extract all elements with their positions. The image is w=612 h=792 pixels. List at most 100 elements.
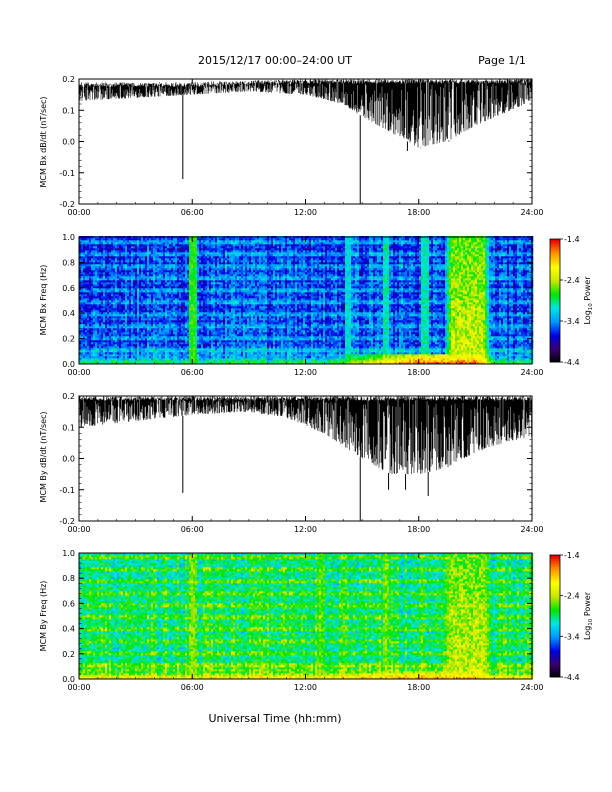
- panel-bx-spectrogram-cell: [283, 358, 285, 360]
- panel-bx-spectrogram-cell: [337, 346, 339, 348]
- panel-bx-spectrogram-cell: [257, 358, 259, 360]
- panel-bx-spectrogram-cell: [247, 360, 249, 362]
- panel-bx-spectrogram-cell: [465, 340, 467, 342]
- panel-bx-spectrogram-cell: [483, 338, 485, 340]
- panel-bx-spectrogram-cell: [161, 352, 163, 354]
- panel-bx-spectrogram-cell: [165, 342, 167, 344]
- panel-bx-spectrogram-cell: [269, 352, 271, 354]
- panel-bx-spectrogram-cell: [165, 338, 167, 340]
- panel-bx-spectrogram-cell: [507, 344, 509, 346]
- panel-bx-spectrogram-cell: [425, 358, 427, 360]
- panel-bx-spectrogram-cell: [153, 334, 155, 336]
- panel-bx-spectrogram-cell: [499, 350, 501, 352]
- panel-bx-spectrogram-cell: [383, 332, 385, 334]
- panel-bx-spectrogram-cell: [83, 346, 85, 348]
- panel-bx-spectrogram-cell: [327, 332, 329, 334]
- panel-bx-spectrogram-cell: [117, 336, 119, 338]
- panel-bx-spectrogram-cell: [427, 332, 429, 334]
- panel-bx-spectrogram-cell: [315, 354, 317, 356]
- panel-bx-spectrogram-cell: [269, 338, 271, 340]
- panel-bx-spectrogram-cell: [293, 332, 295, 334]
- panel-bx-spectrogram-cell: [373, 358, 375, 360]
- panel-bx-spectrogram-cell: [85, 358, 87, 360]
- panel-bx-spectrogram-cell: [219, 342, 221, 344]
- panel-bx-spectrogram-cell: [211, 340, 213, 342]
- panel-bx-spectrogram-cell: [125, 346, 127, 348]
- panel-bx-spectrogram-cell: [267, 340, 269, 342]
- panel-bx-spectrogram-cell: [519, 358, 521, 360]
- panel-bx-spectrogram-cell: [217, 344, 219, 346]
- panel-bx-spectrogram-cell: [113, 340, 115, 342]
- panel-bx-spectrogram-cell: [379, 332, 381, 334]
- panel-bx-spectrogram-cell: [117, 352, 119, 354]
- panel-bx-spectrogram-cell: [187, 330, 189, 332]
- panel-bx-spectrogram-cell: [353, 342, 355, 344]
- panel-bx-spectrogram-cell: [363, 332, 365, 334]
- panel-bx-spectrogram-cell: [463, 332, 465, 334]
- panel-bx-spectrogram-cell: [461, 334, 463, 336]
- panel-bx-spectrogram-cell: [223, 334, 225, 336]
- panel-bx-spectrogram-cell: [219, 350, 221, 352]
- panel-bx-spectrogram-cell: [209, 358, 211, 360]
- panel-bx-spectrogram-cell: [93, 354, 95, 356]
- panel-bx-spectrogram-cell: [215, 354, 217, 356]
- panel-bx-spectrogram-cell: [413, 332, 415, 334]
- panel-bx-spectrogram-cell: [451, 336, 453, 338]
- panel-bx-spectrogram-cell: [369, 360, 371, 362]
- panel-bx-spectrogram-cell: [407, 336, 409, 338]
- panel-bx-spectrogram-cell: [311, 352, 313, 354]
- panel-bx-spectrogram-cell: [175, 352, 177, 354]
- panel-bx-spectrogram-cell: [449, 332, 451, 334]
- panel-bx-spectrogram-cell: [133, 340, 135, 342]
- panel-bx-spectrogram-cell: [207, 360, 209, 362]
- panel-bx-spectrogram-cell: [137, 334, 139, 336]
- panel-bx-spectrogram-cell: [313, 342, 315, 344]
- panel-bx-spectrogram-cell: [351, 344, 353, 346]
- panel-bx-spectrogram-cell: [381, 338, 383, 340]
- panel-bx-spectrogram-cell: [227, 342, 229, 344]
- panel-bx-spectrogram-cell: [201, 344, 203, 346]
- panel-bx-spectrogram-cell: [125, 352, 127, 354]
- panel-bx-spectrogram-cell: [467, 344, 469, 346]
- panel-bx-spectrogram-cell: [367, 350, 369, 352]
- panel-bx-spectrogram-cell: [283, 338, 285, 340]
- panel-bx-spectrogram-cell: [297, 332, 299, 334]
- panel-bx-spectrogram-cell: [257, 344, 259, 346]
- panel-bx-spectrogram-cell: [179, 344, 181, 346]
- panel-bx-spectrogram-cell: [187, 340, 189, 342]
- panel-bx-spectrogram-cell: [481, 338, 483, 340]
- panel-bx-spectrogram-cell: [169, 350, 171, 352]
- panel-bx-spectrogram-cell: [93, 344, 95, 346]
- panel-bx-spectrogram-cell: [309, 336, 311, 338]
- panel-bx-spectrogram-cell: [415, 334, 417, 336]
- panel-bx-spectrogram-cell: [385, 350, 387, 352]
- panel-bx-spectrogram-cell: [453, 348, 455, 350]
- panel-bx-spectrogram-cell: [505, 336, 507, 338]
- panel-bx-spectrogram-cell: [279, 358, 281, 360]
- panel-bx-spectrogram-cell: [355, 356, 357, 358]
- panel-bx-spectrogram-cell: [345, 358, 347, 360]
- panel-bx-spectrogram-cell: [241, 354, 243, 356]
- panel-bx-spectrogram-cell: [131, 340, 133, 342]
- panel-bx-spectrogram-cell: [391, 332, 393, 334]
- panel-bx-spectrogram-cell: [345, 348, 347, 350]
- panel-bx-spectrogram-cell: [227, 334, 229, 336]
- panel-bx-spectrogram-cell: [181, 332, 183, 334]
- panel-bx-spectrogram-cell: [329, 354, 331, 356]
- panel-bx-spectrogram-cell: [375, 340, 377, 342]
- panel-bx-spectrogram-cell: [267, 356, 269, 358]
- panel-bx-spectrogram-cell: [201, 334, 203, 336]
- panel-bx-spectrogram-cell: [357, 348, 359, 350]
- panel-bx-spectrogram-cell: [117, 340, 119, 342]
- panel-bx-spectrogram-cell: [129, 352, 131, 354]
- panel-bx-spectrogram-cell: [153, 338, 155, 340]
- panel-bx-spectrogram-cell: [197, 336, 199, 338]
- panel-bx-spectrogram-cell: [467, 352, 469, 354]
- panel-bx-spectrogram-cell: [281, 348, 283, 350]
- panel-bx-spectrogram-cell: [469, 338, 471, 340]
- panel-bx-spectrogram-cell: [107, 332, 109, 334]
- panel-bx-spectrogram-cell: [479, 354, 481, 356]
- panel-bx-spectrogram-cell: [147, 340, 149, 342]
- panel-bx-spectrogram-cell: [209, 334, 211, 336]
- panel-bx-spectrogram-cell: [373, 332, 375, 334]
